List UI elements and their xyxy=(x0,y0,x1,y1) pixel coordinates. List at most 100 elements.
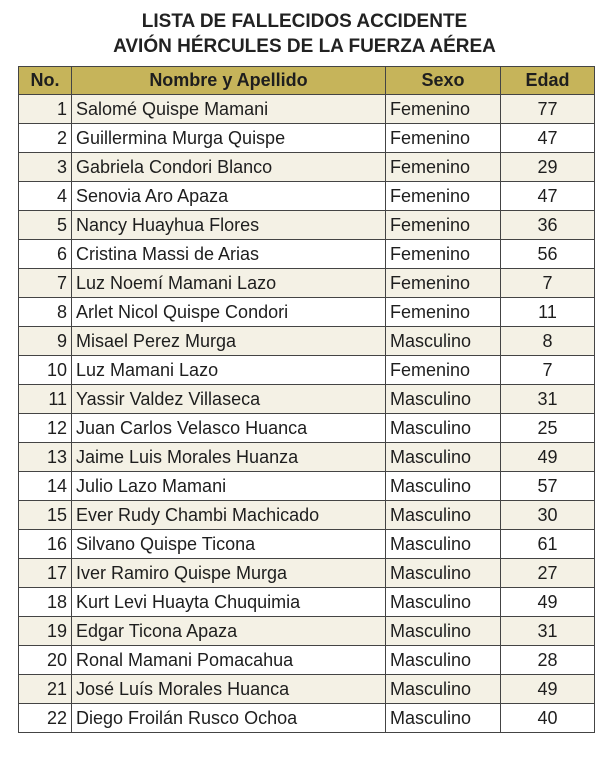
cell-no: 20 xyxy=(18,645,72,675)
cell-name: Guillermina Murga Quispe xyxy=(71,123,386,153)
cell-age: 29 xyxy=(500,152,595,182)
cell-name: Iver Ramiro Quispe Murga xyxy=(71,558,386,588)
cell-no: 3 xyxy=(18,152,72,182)
cell-sex: Masculino xyxy=(385,529,501,559)
cell-age: 31 xyxy=(500,384,595,414)
cell-name: Diego Froilán Rusco Ochoa xyxy=(71,703,386,733)
title-line-2: AVIÓN HÉRCULES DE LA FUERZA AÉREA xyxy=(113,36,496,57)
cell-sex: Masculino xyxy=(385,616,501,646)
cell-age: 8 xyxy=(500,326,595,356)
page-title: LISTA DE FALLECIDOS ACCIDENTE AVIÓN HÉRC… xyxy=(0,9,609,59)
cell-age: 47 xyxy=(500,181,595,211)
cell-sex: Femenino xyxy=(385,297,501,327)
cell-name: Jaime Luis Morales Huanza xyxy=(71,442,386,472)
table-row: 20 Ronal Mamani Pomacahua Masculino 28 xyxy=(18,645,595,675)
table-row: 16 Silvano Quispe Ticona Masculino 61 xyxy=(18,529,595,559)
cell-age: 57 xyxy=(500,471,595,501)
cell-age: 30 xyxy=(500,500,595,530)
cell-sex: Femenino xyxy=(385,239,501,269)
cell-sex: Masculino xyxy=(385,703,501,733)
victims-table: No. Nombre y Apellido Sexo Edad 1 Salomé … xyxy=(18,66,595,733)
cell-no: 14 xyxy=(18,471,72,501)
cell-sex: Femenino xyxy=(385,210,501,240)
cell-name: Cristina Massi de Arias xyxy=(71,239,386,269)
cell-no: 11 xyxy=(18,384,72,414)
header-no: No. xyxy=(18,66,72,95)
table-row: 8 Arlet Nicol Quispe Condori Femenino 11 xyxy=(18,297,595,327)
cell-age: 7 xyxy=(500,268,595,298)
cell-name: Kurt Levi Huayta Chuquimia xyxy=(71,587,386,617)
table-row: 9 Misael Perez Murga Masculino 8 xyxy=(18,326,595,356)
cell-age: 31 xyxy=(500,616,595,646)
cell-age: 77 xyxy=(500,94,595,124)
cell-no: 21 xyxy=(18,674,72,704)
cell-sex: Femenino xyxy=(385,181,501,211)
cell-no: 6 xyxy=(18,239,72,269)
cell-name: Julio Lazo Mamani xyxy=(71,471,386,501)
cell-sex: Femenino xyxy=(385,268,501,298)
cell-sex: Femenino xyxy=(385,152,501,182)
cell-age: 28 xyxy=(500,645,595,675)
cell-age: 11 xyxy=(500,297,595,327)
cell-sex: Masculino xyxy=(385,674,501,704)
cell-age: 36 xyxy=(500,210,595,240)
cell-name: Ever Rudy Chambi Machicado xyxy=(71,500,386,530)
cell-sex: Masculino xyxy=(385,471,501,501)
cell-age: 40 xyxy=(500,703,595,733)
cell-age: 49 xyxy=(500,587,595,617)
cell-no: 12 xyxy=(18,413,72,443)
header-name: Nombre y Apellido xyxy=(71,66,386,95)
table-row: 11 Yassir Valdez Villaseca Masculino 31 xyxy=(18,384,595,414)
cell-no: 1 xyxy=(18,94,72,124)
cell-no: 2 xyxy=(18,123,72,153)
cell-name: Yassir Valdez Villaseca xyxy=(71,384,386,414)
header-age: Edad xyxy=(500,66,595,95)
table-row: 22 Diego Froilán Rusco Ochoa Masculino 40 xyxy=(18,703,595,733)
cell-age: 47 xyxy=(500,123,595,153)
cell-no: 17 xyxy=(18,558,72,588)
cell-name: Arlet Nicol Quispe Condori xyxy=(71,297,386,327)
table-row: 19 Edgar Ticona Apaza Masculino 31 xyxy=(18,616,595,646)
cell-name: Senovia Aro Apaza xyxy=(71,181,386,211)
cell-no: 22 xyxy=(18,703,72,733)
cell-age: 61 xyxy=(500,529,595,559)
cell-age: 56 xyxy=(500,239,595,269)
cell-name: Silvano Quispe Ticona xyxy=(71,529,386,559)
cell-no: 15 xyxy=(18,500,72,530)
cell-no: 5 xyxy=(18,210,72,240)
cell-age: 27 xyxy=(500,558,595,588)
cell-sex: Masculino xyxy=(385,645,501,675)
table-row: 21 José Luís Morales Huanca Masculino 49 xyxy=(18,674,595,704)
header-sex: Sexo xyxy=(385,66,501,95)
cell-age: 7 xyxy=(500,355,595,385)
cell-no: 9 xyxy=(18,326,72,356)
table-row: 14 Julio Lazo Mamani Masculino 57 xyxy=(18,471,595,501)
table-row: 6 Cristina Massi de Arias Femenino 56 xyxy=(18,239,595,269)
table-row: 10 Luz Mamani Lazo Femenino 7 xyxy=(18,355,595,385)
cell-name: Juan Carlos Velasco Huanca xyxy=(71,413,386,443)
cell-name: Edgar Ticona Apaza xyxy=(71,616,386,646)
table-header-row: No. Nombre y Apellido Sexo Edad xyxy=(18,66,595,95)
table-row: 18 Kurt Levi Huayta Chuquimia Masculino 49 xyxy=(18,587,595,617)
cell-no: 10 xyxy=(18,355,72,385)
table-row: 1 Salomé Quispe Mamani Femenino 77 xyxy=(18,94,595,124)
cell-sex: Femenino xyxy=(385,123,501,153)
table-row: 13 Jaime Luis Morales Huanza Masculino 49 xyxy=(18,442,595,472)
cell-name: Misael Perez Murga xyxy=(71,326,386,356)
cell-sex: Masculino xyxy=(385,413,501,443)
cell-no: 19 xyxy=(18,616,72,646)
cell-sex: Femenino xyxy=(385,94,501,124)
cell-age: 49 xyxy=(500,674,595,704)
table-row: 4 Senovia Aro Apaza Femenino 47 xyxy=(18,181,595,211)
cell-name: José Luís Morales Huanca xyxy=(71,674,386,704)
cell-no: 16 xyxy=(18,529,72,559)
cell-age: 49 xyxy=(500,442,595,472)
cell-sex: Masculino xyxy=(385,442,501,472)
cell-no: 8 xyxy=(18,297,72,327)
cell-name: Ronal Mamani Pomacahua xyxy=(71,645,386,675)
cell-sex: Femenino xyxy=(385,355,501,385)
table-row: 15 Ever Rudy Chambi Machicado Masculino 30 xyxy=(18,500,595,530)
table-row: 5 Nancy Huayhua Flores Femenino 36 xyxy=(18,210,595,240)
table-row: 7 Luz Noemí Mamani Lazo Femenino 7 xyxy=(18,268,595,298)
cell-name: Gabriela Condori Blanco xyxy=(71,152,386,182)
